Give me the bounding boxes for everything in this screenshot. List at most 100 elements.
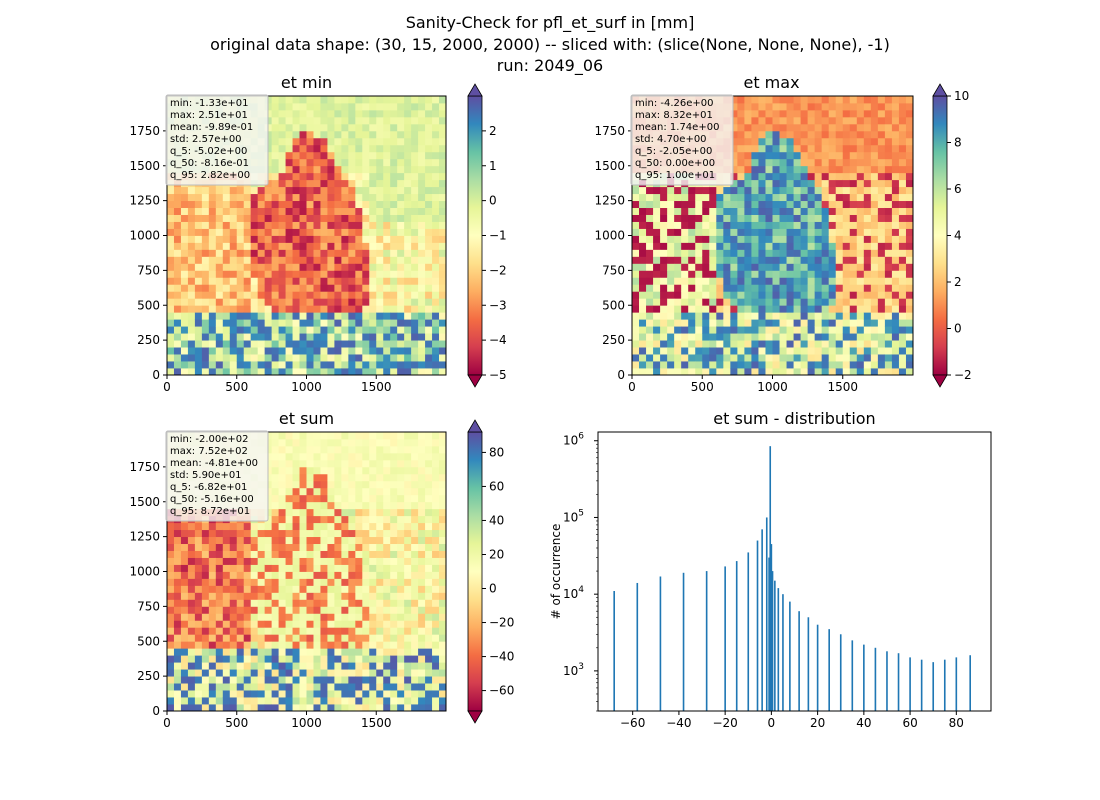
colorbar-extend-max [467, 83, 483, 97]
y-tick-label: 1250 [594, 194, 625, 208]
histogram-bar [659, 576, 662, 711]
y-tick-label: 106 [563, 432, 584, 448]
histogram-bars [613, 446, 971, 711]
x-tick-label: −60 [620, 716, 645, 730]
colorbar-tick-label: 0 [954, 322, 962, 336]
histogram-bar [682, 572, 685, 711]
colorbar-tick-label: −3 [489, 298, 507, 312]
y-tick-label: 250 [602, 333, 625, 347]
colorbar-tick-label: 8 [954, 136, 962, 150]
y-tick-label: 105 [563, 508, 584, 524]
y-tick-label: 1000 [129, 565, 160, 579]
figure-title-line-3: run: 2049_06 [496, 56, 604, 75]
histogram-bar [816, 624, 819, 711]
colorbar-tick-label: 40 [489, 513, 504, 527]
stats-line: q_95: 8.72e+01 [170, 506, 250, 517]
stats-line: q_95: 1.00e+01 [635, 170, 715, 181]
x-tick-label: −40 [666, 716, 691, 730]
y-tick-label: 1000 [594, 229, 625, 243]
colorbar-tick-label: 10 [954, 89, 969, 103]
stats-line: q_50: -5.16e+00 [170, 494, 254, 505]
histogram-bar [807, 617, 810, 711]
x-tick-label: 1000 [291, 716, 322, 730]
colorbar-tick-label: −5 [489, 368, 507, 382]
colorbar-tick-label: 80 [489, 445, 504, 459]
x-tick-label: 60 [902, 716, 917, 730]
y-tick-label: 250 [137, 669, 160, 683]
x-tick-label: 0 [628, 380, 636, 394]
x-tick-label: 1000 [291, 380, 322, 394]
stats-line: min: -1.33e+01 [170, 98, 249, 109]
histogram-bar [874, 647, 877, 711]
histogram-bar [886, 651, 888, 711]
colorbar-extend-max [932, 83, 948, 97]
stats-box [165, 94, 269, 186]
stats-line: std: 5.90e+01 [170, 470, 242, 481]
histogram-bar [839, 634, 842, 711]
histogram-bar [774, 580, 776, 711]
y-tick-label: 1750 [129, 460, 160, 474]
colorbar-extend-min [932, 374, 948, 388]
colorbar-tick-label: −4 [489, 333, 507, 347]
y-tick-label: 1500 [129, 495, 160, 509]
histogram-bar [863, 644, 865, 711]
et-max-panel: 0 500 1000 1500 0 250 500 750 1000 1250 1500 1750 et… [594, 73, 971, 394]
stats-line: max: 2.51e+01 [170, 110, 248, 121]
colorbar-tick-label: 0 [489, 194, 497, 208]
histogram-bar [770, 544, 773, 711]
histogram-bar [765, 517, 768, 711]
colorbar [467, 95, 483, 376]
x-tick-label: 500 [225, 716, 248, 730]
colorbar-tick-label: 2 [954, 275, 962, 289]
figure-title-line-2: original data shape: (30, 15, 2000, 2000… [210, 35, 890, 54]
y-tick-label: 1250 [129, 194, 160, 208]
colorbar-tick-label: 0 [489, 582, 497, 596]
histogram-bar [761, 529, 763, 711]
stats-line: q_5: -5.02e+00 [170, 146, 247, 157]
stats-line: max: 8.32e+01 [635, 110, 713, 121]
histogram-bar [735, 561, 738, 711]
stats-line: q_5: -2.05e+00 [635, 146, 712, 157]
histogram-bar [613, 591, 615, 711]
x-tick-label: 20 [810, 716, 825, 730]
histogram-bar [777, 588, 780, 711]
panel-title: et sum - distribution [713, 409, 875, 428]
y-tick-label: 0 [152, 704, 160, 718]
histogram-bar [768, 557, 770, 711]
stats-line: q_50: -8.16e-01 [170, 158, 249, 169]
histogram-bar [724, 566, 726, 711]
stats-line: mean: -9.89e-01 [170, 122, 253, 133]
stats-line: mean: -4.81e+00 [170, 458, 258, 469]
stats-line: q_95: 2.82e+00 [170, 170, 250, 181]
y-tick-label: 1500 [594, 159, 625, 173]
colorbar-tick-label: 4 [954, 229, 962, 243]
histogram-bar [756, 540, 759, 711]
stats-box [165, 430, 269, 522]
y-tick-label: 104 [563, 585, 584, 601]
y-tick-label: 250 [137, 333, 160, 347]
colorbar-tick-label: −60 [489, 684, 514, 698]
histogram-bar [943, 659, 946, 711]
histogram-bar [636, 582, 639, 711]
x-tick-label: 1000 [757, 380, 788, 394]
y-tick-label: 1750 [129, 124, 160, 138]
stats-line: std: 2.57e+00 [170, 134, 242, 145]
y-tick-label: 500 [137, 634, 160, 648]
histogram-bar [771, 571, 774, 711]
histogram-bar [782, 594, 784, 711]
stats-line: min: -2.00e+02 [170, 434, 249, 445]
figure-title-line-1: Sanity-Check for pfl_et_surf in [mm] [405, 13, 695, 32]
x-tick-label: 500 [225, 380, 248, 394]
histogram-bar [920, 659, 923, 711]
colorbar [467, 431, 483, 712]
stats-line: q_5: -6.82e+01 [170, 482, 247, 493]
colorbar-tick-label: −1 [489, 229, 507, 243]
stats-line: mean: 1.74e+00 [635, 122, 719, 133]
histogram-bar [969, 655, 971, 711]
stats-line: min: -4.26e+00 [635, 98, 714, 109]
y-tick-label: 500 [602, 298, 625, 312]
panel-title: et sum [279, 409, 334, 428]
histogram-bar [851, 640, 854, 711]
histogram-bar [769, 446, 772, 711]
